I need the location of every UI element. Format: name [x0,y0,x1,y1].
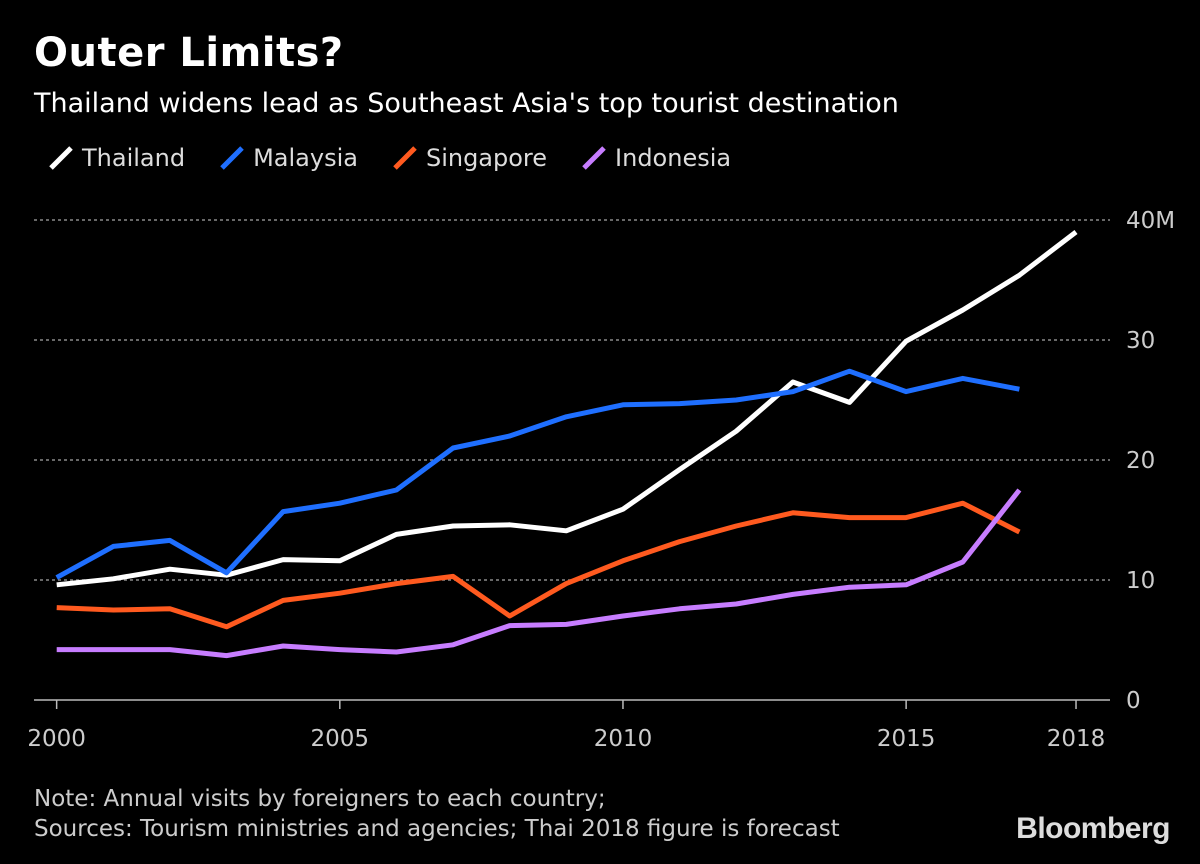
legend: Thailand Malaysia Singapore Indonesia [48,144,731,172]
y-tick-label: 10 [1126,568,1155,594]
x-tick-label: 2005 [311,726,370,752]
y-tick-label: 0 [1126,688,1141,714]
x-tick-label: 2015 [877,726,936,752]
chart-notes: Note: Annual visits by foreigners to eac… [34,784,840,844]
y-tick-label: 30 [1126,328,1155,354]
chart-title: Outer Limits? [34,30,344,76]
legend-item-indonesia: Indonesia [581,144,731,172]
y-tick-label: 20 [1126,448,1155,474]
legend-label-singapore: Singapore [425,144,548,172]
chart-note: Note: Annual visits by foreigners to eac… [34,786,606,812]
legend-swatch-malaysia [220,146,244,170]
legend-label-thailand: Thailand [82,144,186,172]
legend-item-malaysia: Malaysia [219,144,358,172]
legend-swatch-thailand [49,146,73,170]
bloomberg-logo: Bloomberg [1016,812,1170,845]
series-line-malaysia [55,368,1020,580]
legend-item-singapore: Singapore [392,144,547,172]
series-line-thailand [56,230,1078,588]
series-line-indonesia [56,488,1022,659]
x-tick-label: 2000 [27,726,86,752]
legend-label-malaysia: Malaysia [253,144,358,172]
x-tick-label: 2018 [1047,726,1106,752]
chart-source: Sources: Tourism ministries and agencies… [34,816,840,842]
chart-subtitle: Thailand widens lead as Southeast Asia's… [34,88,899,119]
x-tick-label: 2010 [594,726,653,752]
series-line-singapore [56,500,1021,630]
legend-item-thailand: Thailand [48,144,185,172]
legend-swatch-indonesia [582,146,606,170]
legend-label-indonesia: Indonesia [615,144,732,172]
y-tick-label: 40M [1126,208,1175,234]
legend-swatch-singapore [393,146,417,170]
